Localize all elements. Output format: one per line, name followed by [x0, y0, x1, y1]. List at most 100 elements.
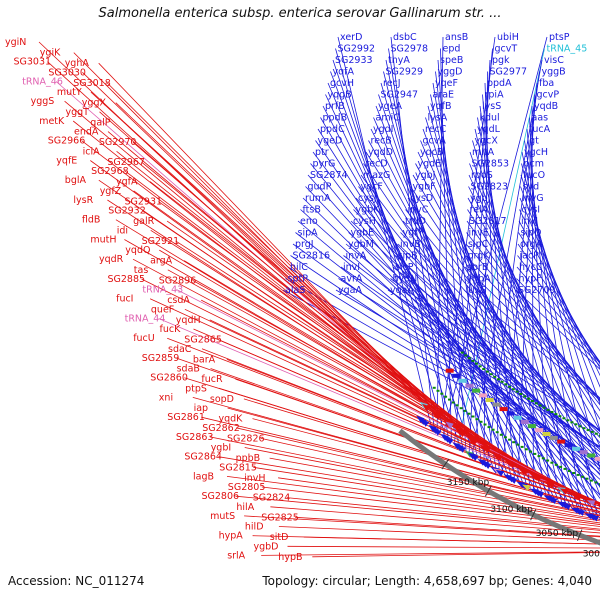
forward-connector: [370, 128, 556, 502]
tick-mark: [471, 359, 475, 362]
forward-gene-label: cysJ: [358, 193, 377, 204]
forward-connector: [519, 209, 600, 377]
forward-gene-label: gcvT: [495, 44, 518, 55]
tick-mark: [475, 418, 479, 421]
forward-feature-arrow: [457, 445, 466, 453]
forward-connector: [519, 197, 600, 388]
tick-mark: [585, 477, 589, 480]
tick-mark: [436, 389, 440, 392]
reverse-connector: [253, 466, 600, 522]
forward-gene-label: recJ: [383, 78, 401, 89]
reverse-gene-label: SG2968: [91, 166, 129, 177]
tick-mark: [496, 378, 500, 381]
tick-mark: [483, 423, 487, 426]
forward-connector: [392, 266, 600, 431]
forward-connector: [484, 82, 500, 472]
reverse-connector: [106, 82, 451, 426]
reverse-gene-label: SG2921: [142, 236, 180, 247]
forward-gene-label: invA: [346, 251, 367, 262]
forward-connector: [465, 243, 600, 402]
forward-label-connectors: [282, 36, 600, 520]
reverse-gene-label: ygiN: [5, 37, 26, 48]
forward-connector: [387, 289, 600, 432]
reverse-connector: [243, 398, 600, 507]
reverse-connector: [261, 551, 600, 556]
reverse-gene-label: iciA: [83, 146, 101, 157]
forward-gene-label: sipD: [521, 228, 542, 239]
forward-gene-label: araE: [433, 90, 455, 101]
tick-mark: [550, 411, 554, 413]
tick-mark: [487, 426, 491, 429]
forward-feature-arrow: [535, 491, 544, 498]
reverse-gene-label: ygfA: [116, 177, 138, 188]
forward-gene-label: syd: [523, 182, 540, 193]
forward-gene-label: SG2874: [310, 170, 348, 181]
tick-mark: [550, 461, 554, 464]
forward-connector: [440, 48, 452, 442]
forward-gene-label: SG2992: [338, 44, 376, 55]
reverse-gene-label: yqdH: [176, 315, 201, 326]
forward-gene-label: ygbM: [348, 239, 374, 250]
reverse-gene-label: xni: [159, 392, 173, 403]
reverse-gene-label: tRNA_44: [125, 314, 166, 325]
reverse-gene-label: SG2861: [167, 412, 205, 423]
forward-connector: [518, 232, 600, 365]
feature-band: [492, 402, 501, 407]
tick-mark: [554, 463, 558, 466]
scale-label: 3150 kbp: [447, 478, 490, 488]
tick-mark: [451, 401, 455, 404]
feature-band: [458, 378, 467, 383]
reverse-connector: [278, 477, 600, 524]
forward-feature-arrow: [495, 469, 505, 477]
forward-connector: [390, 36, 435, 430]
tick-mark: [576, 473, 580, 476]
forward-connector: [290, 255, 600, 464]
forward-connector: [517, 255, 600, 363]
forward-gene-label: yqfA: [333, 67, 355, 78]
reverse-gene-label: lysR: [73, 195, 93, 206]
reverse-gene-label: SG2824: [253, 493, 291, 504]
feature-band: [472, 388, 481, 393]
feature-band: [452, 373, 461, 378]
forward-connector: [464, 278, 600, 400]
reverse-gene-label: mutY: [57, 87, 82, 98]
forward-connector: [430, 94, 512, 479]
reverse-gene-label: tas: [134, 265, 149, 276]
forward-connector: [300, 209, 600, 480]
forward-gene-label: ppdB: [323, 113, 348, 124]
reverse-gene-label: SG3018: [73, 78, 111, 89]
reverse-connector: [295, 516, 600, 537]
forward-gene-label: hilC: [290, 262, 308, 273]
reverse-connector: [252, 418, 600, 510]
forward-gene-label: yqgB: [328, 90, 352, 101]
reverse-gene-label: yqdR: [99, 254, 124, 265]
forward-gene-label: amiC: [376, 113, 401, 124]
forward-gene-label: truD: [405, 216, 426, 227]
forward-gene-label: luxS: [466, 285, 486, 296]
reverse-gene-label: ygbI: [211, 443, 231, 454]
tick-mark: [546, 408, 550, 411]
forward-gene-label: speB: [440, 55, 463, 66]
reverse-connector: [218, 339, 600, 504]
reverse-gene-label: argA: [150, 256, 173, 267]
reverse-connector: [252, 535, 600, 545]
tick-mark: [546, 459, 550, 462]
forward-gene-label: prgK: [468, 251, 491, 262]
forward-connector: [338, 278, 600, 448]
forward-connector: [466, 220, 600, 412]
reverse-gene-label: sopD: [210, 394, 234, 405]
reverse-gene-label: iap: [194, 403, 209, 414]
forward-gene-label: orgA: [520, 239, 543, 250]
forward-gene-label: ptsP: [549, 32, 570, 43]
tick-mark: [503, 436, 507, 439]
tick-mark: [520, 445, 524, 448]
forward-gene-label: ptr: [315, 147, 329, 158]
tick-mark: [432, 386, 436, 389]
forward-gene-labels: xerD dsbC ansB ubiH ptsP SG2992 SG2978 epd gcvT t…: [285, 32, 587, 296]
feature-band: [499, 407, 508, 412]
reverse-feature-arrow: [457, 430, 466, 438]
tick-mark: [495, 431, 499, 434]
tick-mark: [500, 380, 504, 383]
tick-mark: [519, 393, 523, 395]
